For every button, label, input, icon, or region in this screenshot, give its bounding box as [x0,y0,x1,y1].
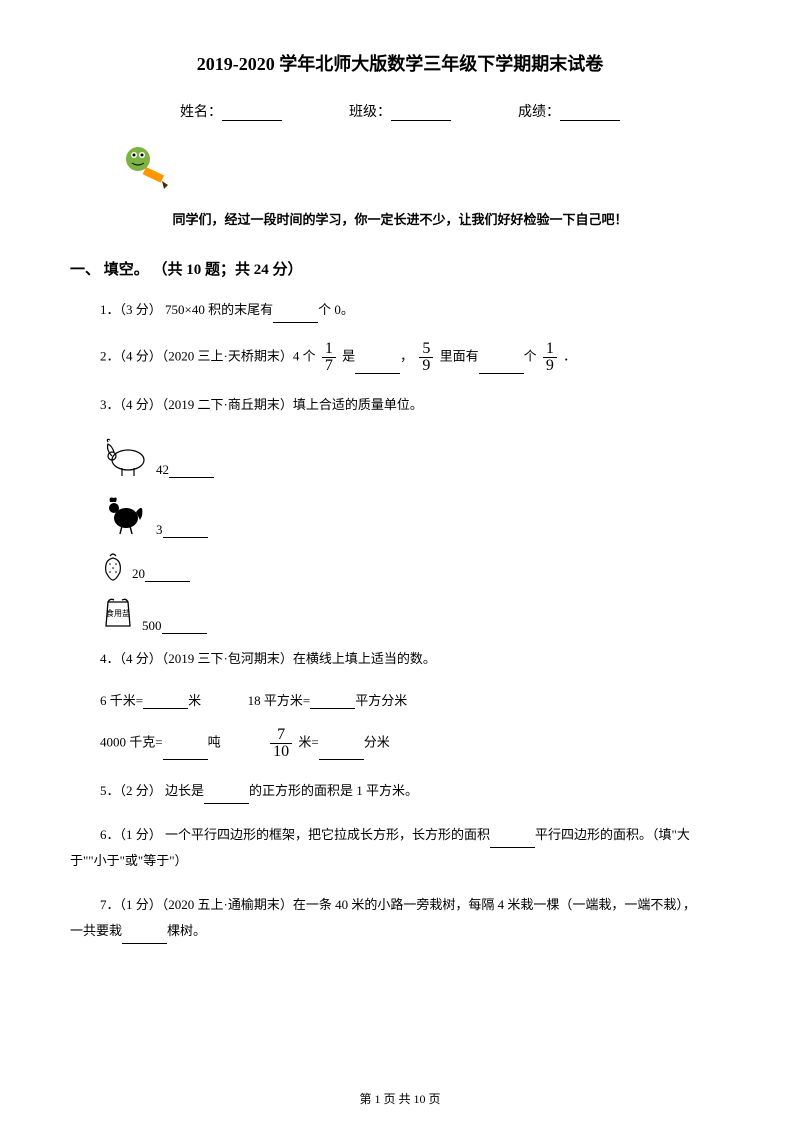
class-label: 班级： [349,105,391,120]
rooster-blank[interactable] [163,522,208,538]
svg-text:食用盐: 食用盐 [106,608,130,618]
q4-line-2: 4000 千克=吨 710 米=分米 [100,727,730,760]
q7-blank[interactable] [122,928,167,944]
question-2: 2．（4 分）（2020 三上·天桥期末）4 个 17 是， 59 里面有个 1… [100,341,730,374]
encourage-text: 同学们，经过一段时间的学习，你一定长进不少，让我们好好检验一下自己吧！ [70,209,730,228]
score-label: 成绩： [518,105,560,120]
section-1-header: 一、 填空。 （共 10 题；共 24 分） [70,258,730,279]
page-title: 2019-2020 学年北师大版数学三年级下学期期末试卷 [70,50,730,76]
question-5: 5．（2 分） 边长是的正方形的面积是 1 平方米。 [100,778,730,804]
student-info: 姓名： 班级： 成绩： [70,101,730,121]
q4-blank-3[interactable] [163,744,208,760]
strawberry-icon [100,550,126,582]
rooster-item: 3 [100,490,730,538]
question-7: 7．（1 分）（2020 五上·通榆期末）在一条 40 米的小路一旁栽树，每隔 … [100,892,730,944]
q6-blank[interactable] [490,832,535,848]
name-label: 姓名： [180,105,222,120]
pencil-icon [120,141,730,194]
salt-item: 食用盐 500 [100,594,730,634]
salt-bag-icon: 食用盐 [100,594,136,634]
goat-item: 42 [100,436,730,478]
q4-blank-1[interactable] [143,693,188,709]
strawberry-blank[interactable] [145,566,190,582]
rooster-icon [100,490,150,538]
question-6: 6．（1 分） 一个平行四边形的框架，把它拉成长方形，长方形的面积平行四边形的面… [100,822,730,874]
fraction-1-9: 19 [543,341,557,374]
fraction-7-10: 710 [270,727,292,760]
name-blank[interactable] [222,105,282,121]
q4-line-1: 6 千米=米 18 平方米=平方分米 [100,690,730,709]
q4-blank-4[interactable] [319,744,364,760]
question-4: 4．（4 分）（2019 三下·包河期末）在横线上填上适当的数。 [100,646,730,672]
score-blank[interactable] [560,105,620,121]
strawberry-item: 20 [100,550,730,582]
question-3: 3．（4 分）（2019 二下·商丘期末）填上合适的质量单位。 [100,392,730,418]
q5-blank[interactable] [204,788,249,804]
page-footer: 第 1 页 共 10 页 [0,1090,800,1107]
goat-blank[interactable] [169,462,214,478]
salt-blank[interactable] [162,618,207,634]
q2-blank-1[interactable] [355,358,400,374]
q2-blank-2[interactable] [479,358,524,374]
class-blank[interactable] [391,105,451,121]
fraction-5-9: 59 [419,341,433,374]
question-1: 1．（3 分） 750×40 积的末尾有个 0。 [100,297,730,323]
q1-blank[interactable] [273,307,318,323]
goat-icon [100,436,150,478]
q4-blank-2[interactable] [310,693,355,709]
fraction-1-7: 17 [322,341,336,374]
